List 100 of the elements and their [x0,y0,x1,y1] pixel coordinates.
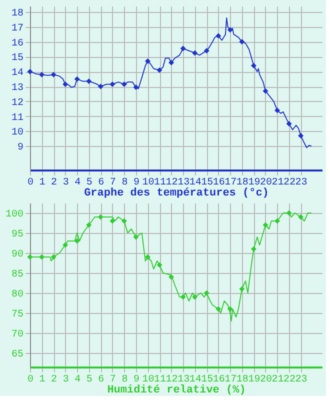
y-tick-label: 10 [11,128,24,139]
x-tick-label: 5 [86,178,92,188]
point [133,234,139,240]
y-tick-label: 15 [11,53,24,64]
y-tick-label: 16 [11,38,24,50]
point [274,108,280,114]
point [192,50,198,56]
x-axis-title: Humidité relative (%) [107,384,246,396]
x-tick-label: 7 [110,178,116,188]
y-tick-label: 65 [11,350,24,360]
point [227,27,233,33]
x-tick-label: 13 [178,374,190,386]
point [180,46,186,52]
x-tick-label: 18 [236,374,248,386]
point [262,88,268,94]
point [98,84,104,90]
y-tick-label: 17 [11,23,24,34]
x-tick-label: 23 [295,178,308,188]
point [74,76,80,82]
x-tick-label: 2 [51,374,58,386]
x-tick-label: 12 [166,178,178,188]
y-tick-label: 70 [11,330,24,340]
x-tick-label: 20 [260,178,272,188]
point [286,210,292,216]
x-tick-label: 8 [122,178,128,188]
y-tick-label: 100 [5,210,24,220]
point [62,82,68,88]
point [298,132,304,138]
point [86,78,92,84]
x-tick-label: 2 [51,178,58,188]
point [227,306,233,312]
point [145,58,150,64]
x-tick-label: 15 [201,374,214,386]
x-tick-label: 9 [133,178,140,188]
x-tick-label: 4 [74,178,81,188]
x-tick-label: 0 [27,374,34,386]
y-tick-label: 9 [17,142,24,154]
point [286,121,292,127]
point [180,294,186,300]
x-tick-label: 10 [142,178,154,188]
x-tick-label: 1 [39,374,46,386]
point [86,222,92,228]
x-tick-label: 22 [284,178,296,188]
x-tick-label: 21 [272,178,284,188]
x-tick-label: 19 [248,178,260,188]
point [204,290,210,296]
point [121,218,127,224]
point [156,67,162,73]
x-tick-label: 12 [166,374,178,386]
x-tick-label: 11 [154,178,166,188]
point [216,306,222,312]
y-tick-label: 13 [11,83,24,94]
x-tick-label: 13 [178,178,190,188]
point [250,62,256,68]
y-tick-label: 14 [11,68,24,80]
x-tick-label: 22 [284,374,296,386]
x-tick-label: 4 [74,374,81,386]
point [121,82,127,88]
x-tick-label: 21 [272,374,284,386]
y-tick-label: 85 [11,270,24,280]
point [204,48,210,54]
x-tick-label: 7 [110,374,116,386]
x-tick-label: 16 [212,374,225,386]
x-tick-label: 9 [133,374,140,386]
y-tick-label: 80 [11,290,24,300]
x-tick-label: 14 [189,374,202,386]
point [192,294,198,300]
x-tick-label: 11 [154,374,166,386]
y-tick-label: 12 [11,98,24,109]
point [216,33,222,39]
x-tick-label: 23 [295,374,308,386]
x-tick-label: 8 [122,374,128,386]
x-tick-label: 3 [62,374,69,386]
x-tick-label: 1 [39,178,46,188]
x-tick-label: 10 [142,374,154,386]
point [156,262,162,268]
x-tick-label: 15 [201,178,214,188]
x-tick-label: 3 [62,178,69,188]
point [250,246,256,252]
point [298,214,304,220]
point [262,222,268,228]
point [110,218,116,224]
point [39,72,45,78]
y-tick-label: 18 [11,8,24,20]
x-tick-label: 18 [236,178,248,188]
y-tick-label: 75 [11,310,24,320]
point [168,274,174,280]
x-tick-label: 17 [224,374,237,386]
point [50,72,56,78]
point [239,286,245,292]
x-axis-title: Graphe des températures (°c) [84,188,269,200]
x-tick-label: 0 [27,178,34,188]
point [50,254,56,260]
y-tick-label: 95 [11,230,24,240]
x-tick-label: 16 [212,178,225,188]
x-tick-label: 20 [260,374,272,386]
point [168,60,174,66]
x-tick-label: 19 [248,374,260,386]
point [239,39,245,45]
y-tick-label: 11 [11,112,24,124]
